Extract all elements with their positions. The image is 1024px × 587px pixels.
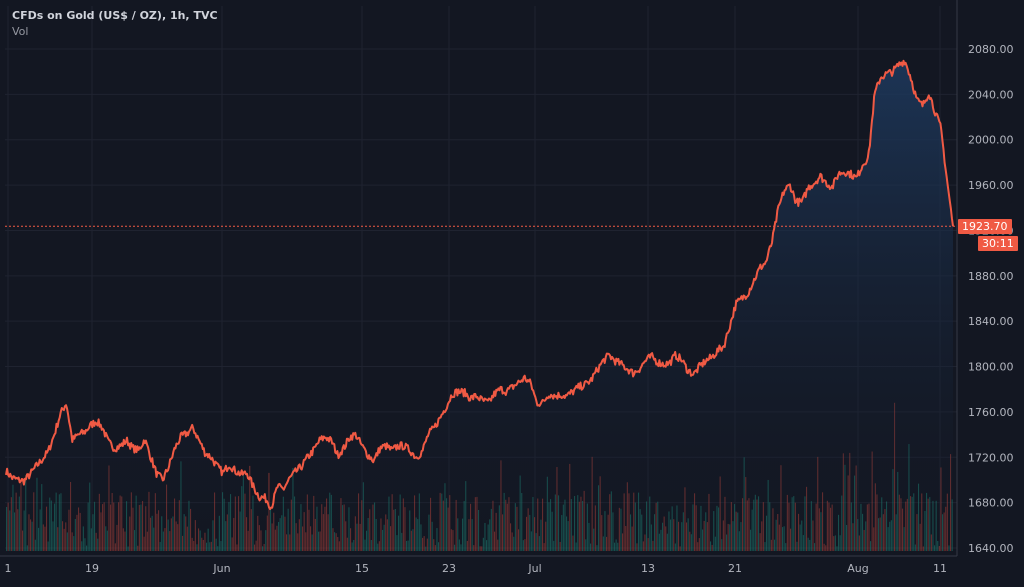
x-tick-label: 23 — [442, 562, 456, 575]
y-tick-label: 1800.00 — [968, 361, 1014, 374]
y-tick-label: 2040.00 — [968, 88, 1014, 101]
x-tick-label: 21 — [728, 562, 742, 575]
y-tick-label: 1720.00 — [968, 451, 1014, 464]
x-tick-label: 15 — [355, 562, 369, 575]
y-tick-label: 1880.00 — [968, 270, 1014, 283]
x-tick-label: 1 — [5, 562, 12, 575]
volume-label: Vol — [12, 25, 29, 38]
y-tick-label: 1680.00 — [968, 497, 1014, 510]
y-tick-label: 1640.00 — [968, 542, 1014, 555]
price-line — [5, 59, 954, 511]
y-tick-label: 2000.00 — [968, 134, 1014, 147]
symbol-title: CFDs on Gold (US$ / OZ), 1h, TVC — [12, 9, 218, 22]
y-tick-label: 1760.00 — [968, 406, 1014, 419]
x-tick-label: 11 — [933, 562, 947, 575]
price-area — [6, 60, 953, 552]
x-tick-label: Jul — [527, 562, 541, 575]
x-tick-label: 13 — [641, 562, 655, 575]
x-tick-label: Aug — [847, 562, 868, 575]
y-tick-label: 2080.00 — [968, 43, 1014, 56]
x-tick-label: Jun — [212, 562, 230, 575]
chart-legend: CFDs on Gold (US$ / OZ), 1h, TVC Vol — [12, 8, 218, 40]
countdown-tag: 30:11 — [978, 236, 1018, 251]
x-tick-label: 19 — [85, 562, 99, 575]
y-tick-label: 1840.00 — [968, 315, 1014, 328]
last-price-tag: 1923.70 — [958, 219, 1012, 234]
y-tick-label: 1960.00 — [968, 179, 1014, 192]
